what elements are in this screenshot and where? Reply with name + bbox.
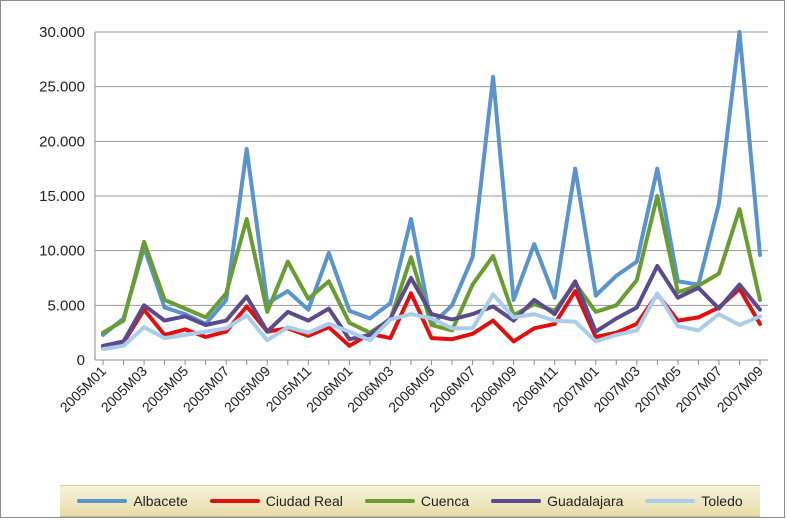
- series-line-cuenca: [101, 194, 762, 335]
- legend-label: Toledo: [701, 493, 743, 509]
- legend-label: Albacete: [133, 493, 188, 509]
- series-line-guadalajara: [101, 264, 762, 348]
- y-tick-label: 25.000: [39, 79, 85, 96]
- legend-item: Ciudad Real: [209, 493, 343, 509]
- legend-label: Guadalajara: [547, 493, 624, 509]
- y-tick-label: 30.000: [39, 24, 85, 41]
- legend-item: Guadalajara: [491, 493, 623, 509]
- legend-swatch: [209, 499, 260, 503]
- legend-swatch: [645, 499, 696, 503]
- legend: Albacete Ciudad Real Cuenca Guadalajara Tole…: [60, 485, 760, 517]
- y-tick-label: 20.000: [39, 133, 85, 150]
- y-tick-label: 0: [77, 352, 85, 369]
- legend-item: Albacete: [77, 493, 188, 509]
- series-line-toledo: [101, 291, 762, 352]
- y-tick-label: 15.000: [39, 188, 85, 205]
- legend-swatch: [364, 499, 415, 503]
- legend-label: Ciudad Real: [265, 493, 343, 509]
- legend-swatch: [77, 499, 128, 503]
- legend-item: Toledo: [645, 493, 743, 509]
- legend-swatch: [491, 499, 542, 503]
- y-tick-label: 10.000: [39, 243, 85, 260]
- series-line-albacete: [101, 30, 762, 337]
- legend-item: Cuenca: [364, 493, 470, 509]
- legend-label: Cuenca: [420, 493, 470, 509]
- y-tick-label: 5.000: [47, 297, 85, 314]
